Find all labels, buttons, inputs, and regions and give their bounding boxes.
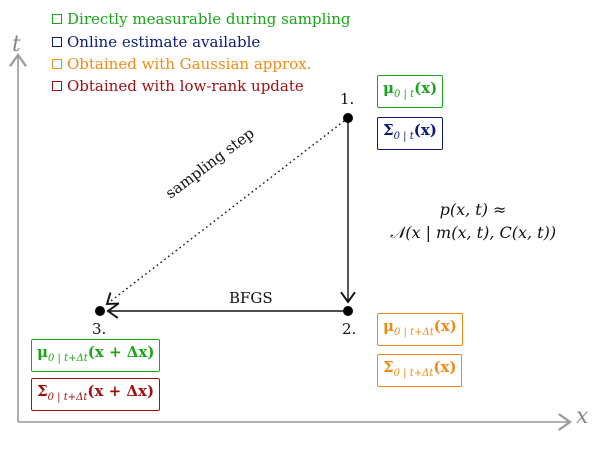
mu-symbol: μ <box>383 317 394 335</box>
point-1 <box>343 113 353 123</box>
bfgs-label: BFGS <box>229 289 273 307</box>
legend-item-gaussian: Obtained with Gaussian approx. <box>52 55 311 73</box>
sigma-tdt-box-p3: Σ0 | t+Δt(x + Δx) <box>31 378 161 411</box>
formula-line-1: p(x, t) ≈ <box>439 200 507 219</box>
mu-t-box: μ0 | t(x) <box>377 75 444 108</box>
legend-label: Obtained with Gaussian approx. <box>67 55 312 73</box>
legend-item-online: Online estimate available <box>52 33 260 51</box>
point-3-label: 3. <box>92 320 107 338</box>
sigma-tdt-box-p2: Σ0 | t+Δt(x) <box>377 354 463 387</box>
point-3 <box>95 306 105 316</box>
sigma-symbol: Σ <box>37 382 48 400</box>
sigma-subscript: 0 | t+Δt <box>47 392 88 403</box>
sigma-argument: (x) <box>413 121 437 139</box>
point-1-label: 1. <box>340 90 355 108</box>
legend-label: Obtained with low-rank update <box>67 77 304 95</box>
mu-subscript: 0 | t+Δt <box>47 353 88 364</box>
mu-argument: (x) <box>414 79 438 97</box>
mu-symbol: μ <box>383 79 394 97</box>
sigma-argument: (x + Δx) <box>87 382 155 400</box>
legend-swatch-orange <box>52 59 62 69</box>
x-axis-label: x <box>576 404 589 429</box>
legend-label: Online estimate available <box>67 33 261 51</box>
legend-label: Directly measurable during sampling <box>67 10 351 28</box>
mu-symbol: μ <box>37 343 48 361</box>
mu-subscript: 0 | t+Δt <box>393 327 434 338</box>
legend-item-measurable: Directly measurable during sampling <box>52 10 350 28</box>
sigma-symbol: Σ <box>383 358 394 376</box>
sigma-symbol: Σ <box>383 121 394 139</box>
sigma-argument: (x) <box>433 358 457 376</box>
sigma-subscript: 0 | t+Δt <box>393 368 434 379</box>
legend-swatch-darkred <box>52 81 62 91</box>
legend-swatch-navy <box>52 37 62 47</box>
legend-item-low-rank: Obtained with low-rank update <box>52 77 304 95</box>
sigma-t-box: Σ0 | t(x) <box>377 117 443 150</box>
mu-argument: (x + Δx) <box>87 343 155 361</box>
point-2-label: 2. <box>342 320 357 338</box>
mu-argument: (x) <box>433 317 457 335</box>
distribution-formula: p(x, t) ≈ 𝒩(x | m(x, t), C(x, t)) <box>368 200 578 243</box>
mu-tdt-box-p3: μ0 | t+Δt(x + Δx) <box>31 339 161 372</box>
point-2 <box>343 306 353 316</box>
y-axis-label: t <box>12 32 21 57</box>
legend-swatch-green <box>52 14 62 24</box>
mu-tdt-box-p2: μ0 | t+Δt(x) <box>377 313 463 346</box>
formula-line-2: 𝒩(x | m(x, t), C(x, t)) <box>389 223 557 242</box>
sigma-subscript: 0 | t <box>393 131 414 142</box>
mu-subscript: 0 | t <box>393 89 415 100</box>
